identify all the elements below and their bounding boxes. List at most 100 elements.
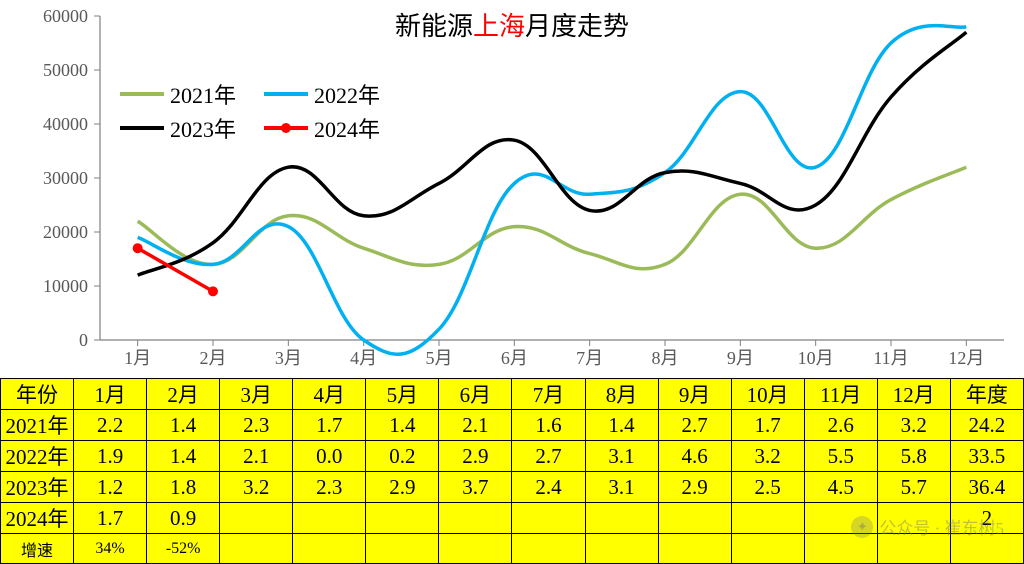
table-cell: 5.8	[877, 441, 950, 472]
table-cell	[439, 503, 512, 534]
table-cell: 年份	[1, 379, 74, 410]
table-cell: 1.4	[147, 410, 220, 441]
table-cell: 33.5	[950, 441, 1023, 472]
table-cell: 3.1	[585, 472, 658, 503]
table-cell: 6月	[439, 379, 512, 410]
table-cell: 24.2	[950, 410, 1023, 441]
x-tick-label: 3月	[275, 348, 302, 368]
table-cell: 4月	[293, 379, 366, 410]
x-tick-label: 1月	[124, 348, 151, 368]
table-cell: 2	[950, 503, 1023, 534]
x-tick-label: 4月	[350, 348, 377, 368]
table-cell: 2.3	[293, 472, 366, 503]
table-cell: 1.2	[74, 472, 147, 503]
table-cell: 2.2	[74, 410, 147, 441]
table-cell: 2.7	[512, 441, 585, 472]
x-tick-label: 8月	[652, 348, 679, 368]
table-cell	[658, 503, 731, 534]
x-tick-label: 2月	[200, 348, 227, 368]
table-cell: 12月	[877, 379, 950, 410]
table-cell: 2.6	[804, 410, 877, 441]
x-tick-label: 9月	[727, 348, 754, 368]
table-cell: 34%	[74, 534, 147, 564]
table-cell: 2023年	[1, 472, 74, 503]
table-cell: 2.3	[220, 410, 293, 441]
table-cell	[877, 503, 950, 534]
table-cell: 3月	[220, 379, 293, 410]
table-cell: 2.9	[439, 441, 512, 472]
table-cell: 2.5	[731, 472, 804, 503]
table-cell	[512, 503, 585, 534]
y-tick-label: 10000	[43, 276, 88, 296]
table-cell	[220, 534, 293, 564]
table-cell: 2.9	[658, 472, 731, 503]
table-cell: 1.7	[293, 410, 366, 441]
x-tick-label: 10月	[798, 348, 834, 368]
table-cell: 1.8	[147, 472, 220, 503]
table-cell: 2月	[147, 379, 220, 410]
table-cell: 4.6	[658, 441, 731, 472]
table-cell: 2022年	[1, 441, 74, 472]
table-cell	[439, 534, 512, 564]
chart-area: 新能源上海月度走势 2021年2022年2023年2024年 010000200…	[10, 0, 1014, 378]
table-cell: 4.5	[804, 472, 877, 503]
table-cell: 1.4	[366, 410, 439, 441]
y-tick-label: 50000	[43, 60, 88, 80]
table-cell	[658, 534, 731, 564]
table-cell: 1.7	[74, 503, 147, 534]
x-tick-label: 7月	[576, 348, 603, 368]
table-cell: 1.4	[585, 410, 658, 441]
table-cell: 2.1	[439, 410, 512, 441]
table-cell: 2024年	[1, 503, 74, 534]
table-cell: 11月	[804, 379, 877, 410]
table-cell: 3.7	[439, 472, 512, 503]
table-cell	[366, 534, 439, 564]
table-cell	[731, 534, 804, 564]
table-cell: 0.2	[366, 441, 439, 472]
table-cell: 3.2	[877, 410, 950, 441]
table-cell: 1.6	[512, 410, 585, 441]
x-tick-label: 5月	[426, 348, 453, 368]
table-cell	[366, 503, 439, 534]
table-cell: 1.4	[147, 441, 220, 472]
table-cell: -52%	[147, 534, 220, 564]
table-cell: 3.2	[731, 441, 804, 472]
table-cell	[293, 503, 366, 534]
table-cell	[950, 534, 1023, 564]
table-cell: 2.4	[512, 472, 585, 503]
table-cell: 2021年	[1, 410, 74, 441]
table-cell: 1.9	[74, 441, 147, 472]
table-cell	[731, 503, 804, 534]
table-cell	[220, 503, 293, 534]
x-tick-label: 12月	[948, 348, 984, 368]
y-tick-label: 30000	[43, 168, 88, 188]
table-cell: 5月	[366, 379, 439, 410]
y-tick-label: 0	[79, 330, 88, 350]
series-marker	[208, 286, 218, 296]
table-cell: 2.7	[658, 410, 731, 441]
x-tick-label: 6月	[501, 348, 528, 368]
y-tick-label: 40000	[43, 114, 88, 134]
table-cell: 5.5	[804, 441, 877, 472]
table-cell: 7月	[512, 379, 585, 410]
table-cell: 2.1	[220, 441, 293, 472]
series-marker	[133, 243, 143, 253]
table-cell: 年度	[950, 379, 1023, 410]
table-cell	[877, 534, 950, 564]
data-table: 年份1月2月3月4月5月6月7月8月9月10月11月12月年度2021年2.21…	[0, 378, 1024, 564]
table-cell: 1月	[74, 379, 147, 410]
chart-plot: 01000020000300004000050000600001月2月3月4月5…	[10, 0, 1014, 378]
table-cell: 0.0	[293, 441, 366, 472]
table-cell	[585, 534, 658, 564]
y-tick-label: 20000	[43, 222, 88, 242]
table-cell: 8月	[585, 379, 658, 410]
table-cell	[293, 534, 366, 564]
table-cell: 36.4	[950, 472, 1023, 503]
table-cell	[585, 503, 658, 534]
table-cell: 10月	[731, 379, 804, 410]
series-line	[138, 26, 967, 355]
table-cell: 3.1	[585, 441, 658, 472]
table-cell: 5.7	[877, 472, 950, 503]
table-cell: 9月	[658, 379, 731, 410]
table-cell	[804, 534, 877, 564]
